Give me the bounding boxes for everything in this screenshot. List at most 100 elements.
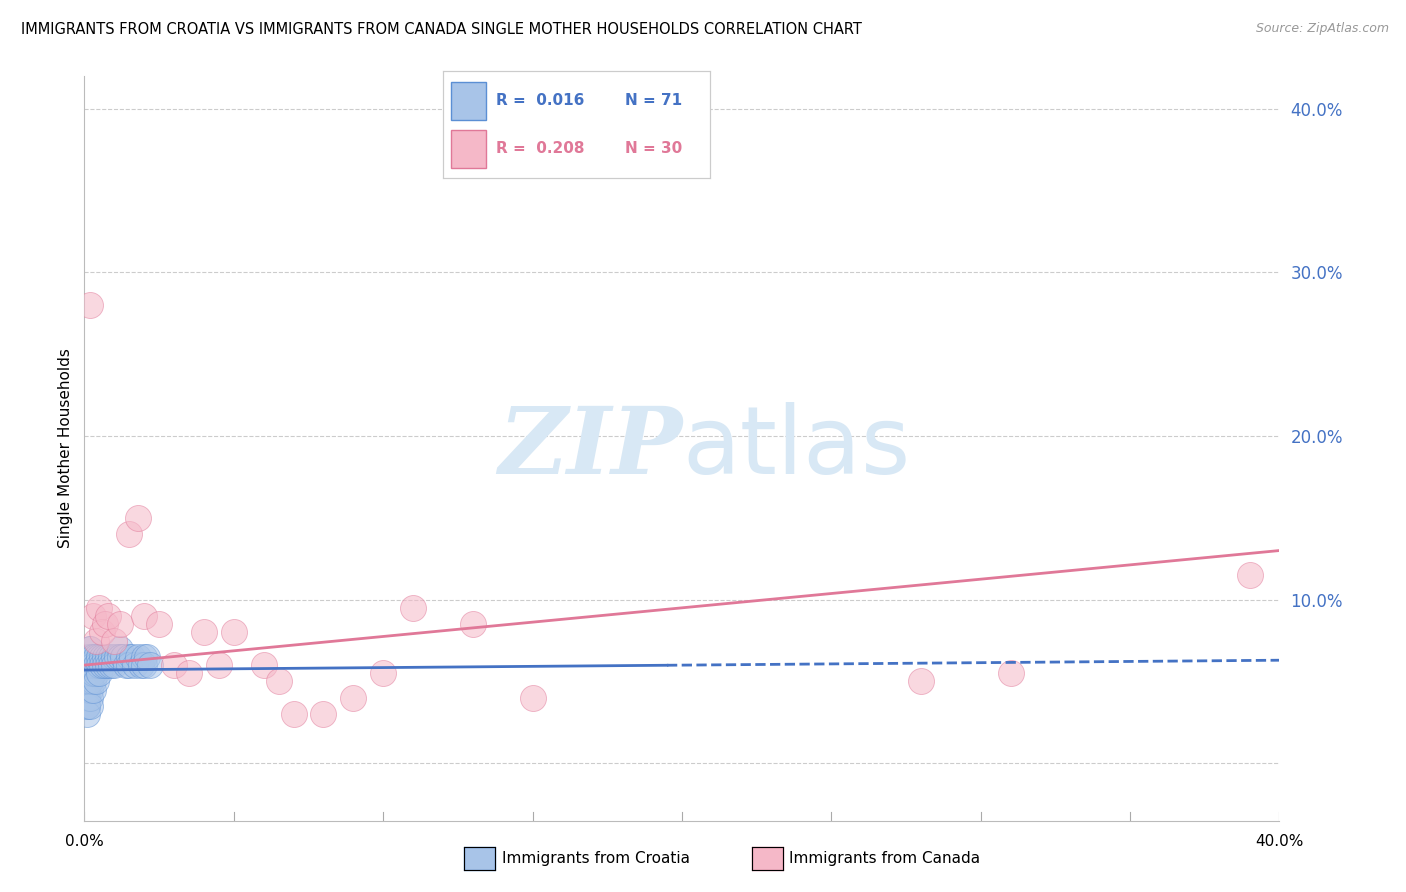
Point [79, 641, 101, 656]
Point [86, 674, 108, 689]
Text: Immigrants from Croatia: Immigrants from Croatia [502, 851, 690, 865]
Point [79, 682, 101, 697]
Point [1000, 666, 1022, 681]
Text: Immigrants from Canada: Immigrants from Canada [789, 851, 980, 865]
Point [76, 666, 98, 681]
Point [91, 649, 114, 664]
Point [94, 617, 117, 632]
Point [910, 674, 932, 689]
Point [76, 658, 98, 673]
Point [82, 609, 104, 624]
Text: 0.0%: 0.0% [65, 834, 104, 848]
Point [136, 649, 159, 664]
Point [86, 666, 108, 681]
Point [124, 658, 146, 673]
Point [267, 674, 290, 689]
Text: ZIP: ZIP [498, 403, 682, 493]
Point [112, 649, 135, 664]
Point [79, 674, 101, 689]
Point [86, 658, 108, 673]
Text: N = 71: N = 71 [624, 94, 682, 108]
Text: R =  0.208: R = 0.208 [496, 142, 585, 156]
Point [76, 699, 98, 714]
Point [76, 666, 98, 681]
Point [132, 658, 156, 673]
Point [82, 658, 104, 673]
Point [115, 658, 138, 673]
Point [118, 649, 141, 664]
Text: IMMIGRANTS FROM CROATIA VS IMMIGRANTS FROM CANADA SINGLE MOTHER HOUSEHOLDS CORRE: IMMIGRANTS FROM CROATIA VS IMMIGRANTS FR… [21, 22, 862, 37]
Point [100, 649, 122, 664]
Point [82, 682, 104, 697]
Point [118, 658, 141, 673]
Point [100, 658, 122, 673]
Point [82, 666, 104, 681]
Point [89, 600, 111, 615]
Point [461, 617, 484, 632]
Point [76, 682, 98, 697]
Text: N = 30: N = 30 [624, 142, 682, 156]
Y-axis label: Single Mother Households: Single Mother Households [58, 348, 73, 549]
Point [86, 649, 108, 664]
Point [76, 682, 98, 697]
Point [110, 617, 132, 632]
Point [89, 649, 111, 664]
Point [283, 707, 305, 722]
Point [118, 527, 141, 541]
Bar [451, 130, 485, 168]
Point [76, 690, 98, 705]
Point [129, 658, 152, 673]
Text: Source: ZipAtlas.com: Source: ZipAtlas.com [1256, 22, 1389, 36]
Point [79, 690, 101, 705]
Point [79, 641, 101, 656]
Point [76, 658, 98, 673]
Point [82, 658, 104, 673]
Point [148, 617, 170, 632]
Point [76, 658, 98, 673]
Point [312, 707, 335, 722]
Text: atlas: atlas [682, 402, 910, 494]
Point [121, 649, 143, 664]
Point [97, 658, 120, 673]
Point [373, 666, 395, 681]
Point [105, 649, 128, 664]
Point [97, 609, 120, 624]
Point [193, 625, 215, 640]
Point [91, 658, 114, 673]
Point [91, 625, 114, 640]
Text: 40.0%: 40.0% [1256, 834, 1303, 848]
Point [402, 600, 425, 615]
Point [110, 649, 132, 664]
Point [222, 625, 245, 640]
Point [89, 666, 111, 681]
Point [94, 649, 117, 664]
Point [132, 649, 156, 664]
Point [139, 658, 162, 673]
Point [76, 674, 98, 689]
Point [208, 658, 231, 673]
Point [82, 666, 104, 681]
Point [79, 666, 101, 681]
Point [79, 699, 101, 714]
Point [76, 666, 98, 681]
Point [82, 649, 104, 664]
Point [79, 658, 101, 673]
Point [79, 674, 101, 689]
Point [110, 641, 132, 656]
Point [163, 658, 186, 673]
Point [76, 674, 98, 689]
Point [97, 649, 120, 664]
Point [76, 674, 98, 689]
Point [94, 658, 117, 673]
Point [127, 510, 149, 524]
Point [76, 699, 98, 714]
Text: R =  0.016: R = 0.016 [496, 94, 585, 108]
Point [103, 658, 125, 673]
Point [76, 649, 98, 664]
Point [89, 658, 111, 673]
Point [79, 298, 101, 312]
Point [103, 633, 125, 648]
Point [79, 666, 101, 681]
Point [132, 609, 156, 624]
Point [1239, 568, 1261, 582]
